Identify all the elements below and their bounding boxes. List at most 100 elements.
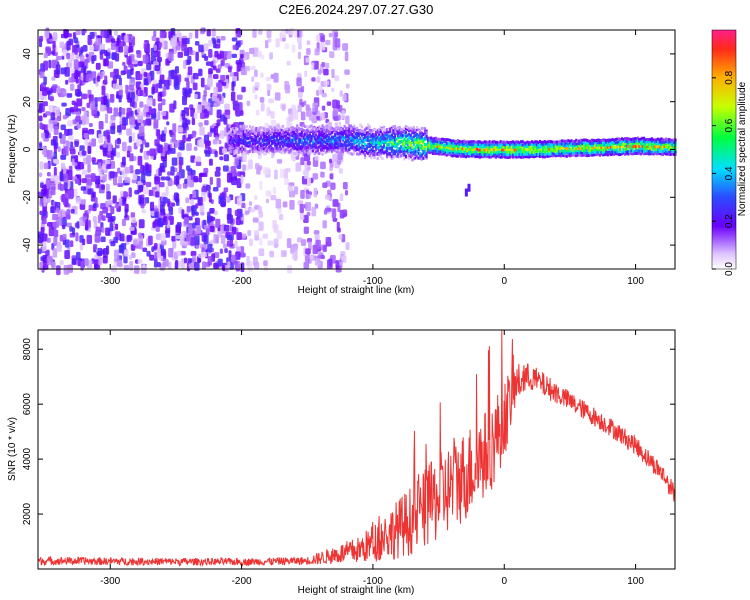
spectrogram-cell — [322, 182, 328, 189]
spectrogram-cell — [125, 84, 129, 95]
spectrogram-cell — [42, 184, 47, 195]
spectrogram-cell — [266, 29, 272, 38]
spectrogram-cell — [98, 120, 104, 130]
spectrogram-cell — [122, 117, 128, 126]
spectrogram-cell — [69, 107, 75, 113]
spectrogram-cell — [308, 152, 312, 156]
spectrogram-cell — [188, 32, 193, 39]
spectrogram-cell — [124, 35, 129, 43]
spectrogram-cell — [154, 211, 159, 219]
spectrogram-cell — [197, 196, 203, 206]
spectrogram-cell — [129, 153, 134, 162]
spectrogram-cell — [240, 262, 245, 273]
spectrogram-cell — [131, 37, 136, 46]
spectrogram-cell — [184, 89, 190, 96]
x-tick-label: -200 — [232, 276, 252, 287]
spectrogram-cell — [236, 146, 239, 150]
spectrogram-cell — [66, 52, 71, 60]
spectrogram-cell — [209, 158, 213, 166]
spectrogram-cell — [61, 216, 67, 227]
spectrogram-cell — [275, 198, 282, 209]
spectrogram-cell — [68, 38, 74, 46]
spectrogram-cell — [220, 36, 226, 41]
spectrogram-cell — [158, 103, 163, 111]
spectrogram-cell — [161, 111, 167, 117]
spectrogram-cell — [100, 236, 106, 243]
spectrogram-cell — [268, 98, 275, 104]
spectrogram-cell — [258, 29, 263, 35]
spectrogram-cell — [175, 193, 180, 204]
spectrogram-cell — [191, 116, 196, 126]
spectrogram-cell — [263, 260, 268, 266]
spectrogram-cell — [146, 170, 152, 177]
spectrogram-cell — [216, 119, 221, 127]
spectrogram-cell — [157, 92, 162, 102]
spectrogram-y-label: Frequency (Hz) — [7, 115, 18, 184]
spectrogram-cell — [326, 101, 332, 106]
spectrogram-cell — [223, 224, 230, 232]
spectrogram-cell — [131, 179, 137, 184]
spectrogram-cell — [157, 111, 161, 121]
spectrogram-cell — [260, 72, 264, 78]
spectrogram-cell — [51, 76, 56, 81]
spectrogram-cell — [64, 239, 70, 248]
spectrogram-cell — [74, 140, 79, 147]
spectrogram-cell — [126, 150, 130, 158]
spectrogram-cell — [67, 128, 73, 136]
spectrogram-cell — [320, 161, 326, 170]
x-tick-label: 100 — [627, 276, 644, 287]
spectrogram-cell — [186, 80, 190, 91]
spectrogram-cell — [81, 118, 86, 126]
spectrogram-cell — [116, 138, 121, 145]
spectrogram-cell — [345, 115, 350, 125]
spectrogram-cell — [313, 230, 320, 235]
spectrogram-cell — [223, 243, 227, 249]
spectrogram-cell — [205, 61, 211, 66]
spectrogram-cell — [50, 139, 56, 146]
spectrogram-cell — [203, 167, 209, 174]
spectrogram-cell — [61, 224, 66, 230]
spectrogram-cell — [168, 51, 174, 62]
spectrogram-cell — [158, 146, 163, 153]
spectrogram-cell — [190, 169, 196, 176]
spectrogram-cell — [175, 235, 182, 240]
spectrogram-cell — [276, 230, 283, 240]
x-tick-label: -300 — [100, 576, 120, 587]
spectrogram-cell — [334, 32, 338, 38]
spectrogram-cell — [188, 87, 193, 94]
spectrogram-cell — [404, 131, 408, 135]
spectrogram-cell — [160, 204, 165, 213]
spectrogram-cell — [260, 102, 265, 112]
spectrogram-cell — [252, 256, 258, 266]
spectrogram-cell — [259, 237, 263, 246]
spectrogram-cell — [121, 218, 126, 227]
spectrogram-cell — [119, 233, 125, 242]
spectrogram-cell — [84, 58, 89, 64]
spectrogram-cell — [46, 255, 53, 266]
spectrogram-cell — [207, 40, 213, 47]
spectrogram-cell — [153, 258, 158, 268]
spectrogram-cell — [359, 136, 362, 140]
spectrogram-cell — [223, 154, 230, 162]
spectrogram-cell — [48, 59, 52, 69]
spectrogram-cell — [138, 219, 145, 229]
spectrogram-cells — [38, 27, 677, 276]
spectrogram-cell — [124, 177, 131, 183]
spectrogram-cell — [425, 130, 428, 134]
spectrogram-cell — [226, 50, 232, 60]
spectrogram-cell — [62, 90, 67, 96]
spectrogram-cell — [360, 125, 364, 129]
spectrogram-cell — [149, 254, 155, 261]
y-tick-label: 4000 — [22, 448, 33, 471]
spectrogram-cell — [153, 30, 157, 37]
spectrogram-cell — [292, 251, 297, 260]
spectrogram-cell — [62, 49, 67, 57]
spectrogram-cell — [69, 83, 75, 91]
spectrogram-cell — [209, 225, 215, 233]
spectrogram-cell — [56, 55, 62, 61]
spectrogram-cell — [116, 259, 123, 267]
spectrogram-cell — [325, 39, 331, 46]
spectrogram-cell — [342, 43, 349, 51]
spectrogram-cell — [303, 261, 310, 270]
